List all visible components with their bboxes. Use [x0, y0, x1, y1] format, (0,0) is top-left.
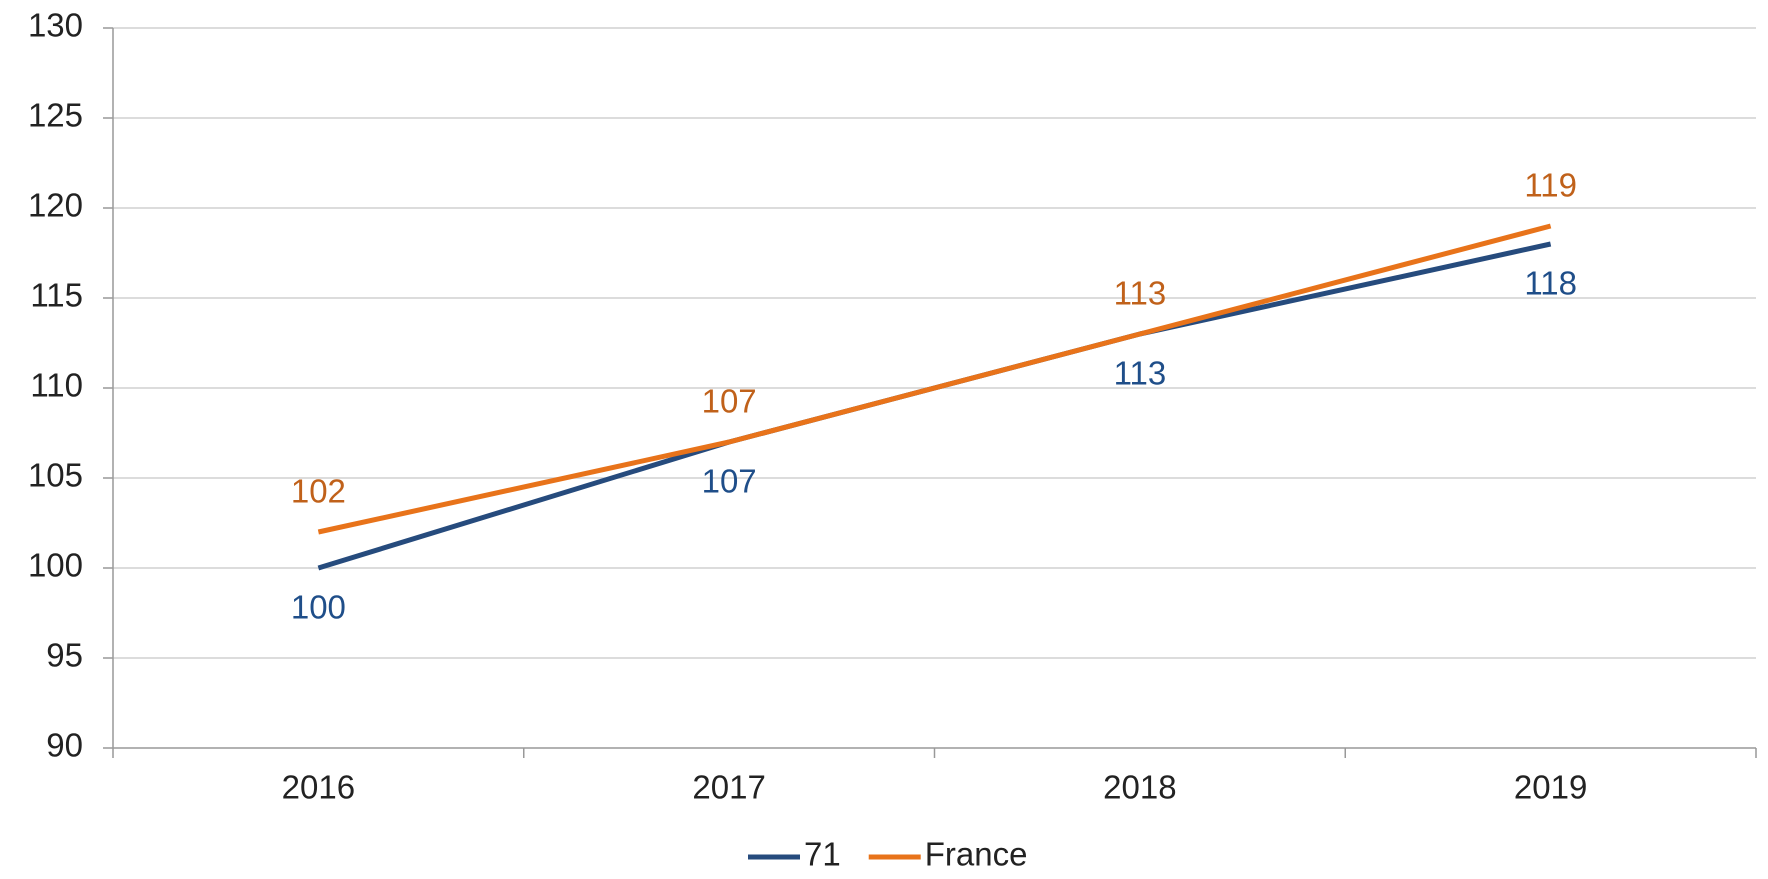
y-tick-label: 90 [46, 727, 83, 764]
data-label: 113 [1114, 275, 1167, 312]
data-label: 102 [291, 473, 346, 510]
y-tick-label: 100 [28, 547, 83, 584]
line-series [317, 223, 1552, 535]
x-tick-label: 2017 [692, 769, 765, 806]
y-tick-label: 105 [28, 457, 83, 494]
x-tick-label: 2016 [282, 769, 355, 806]
legend-label: 71 [804, 836, 841, 873]
data-label: 119 [1524, 167, 1577, 204]
y-tick-label: 110 [30, 367, 83, 404]
data-label: 100 [291, 589, 346, 626]
data-label: 107 [702, 463, 757, 500]
y-tick-label: 95 [46, 637, 83, 674]
legend-label: France [925, 836, 1028, 873]
y-tick-label: 125 [28, 97, 83, 134]
x-tick-label: 2019 [1514, 769, 1587, 806]
y-tick-label: 115 [30, 277, 83, 314]
y-tick-label: 120 [28, 187, 83, 224]
data-label: 118 [1524, 265, 1577, 302]
data-label: 107 [702, 383, 757, 420]
line-series [317, 241, 1552, 571]
y-tick-label: 130 [28, 7, 83, 44]
x-tick-label: 2018 [1103, 769, 1176, 806]
data-label: 113 [1114, 355, 1167, 392]
